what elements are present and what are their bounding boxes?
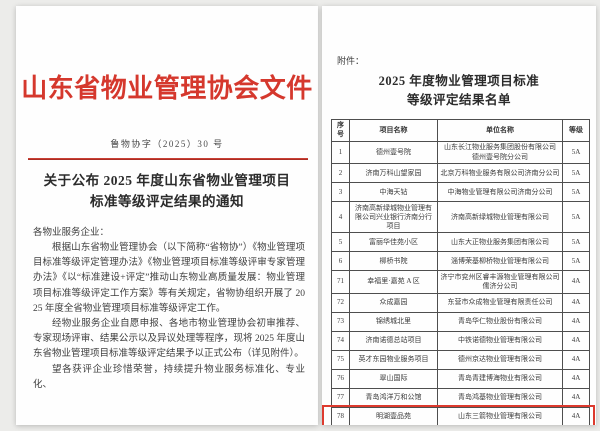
table-row: 3 中海天钻 中海物业管理有限公司济南分公司 5A (332, 183, 589, 203)
cell-project: 翠山国际 (350, 369, 438, 388)
table-title-line1: 2025 年度物业管理项目标准 (378, 74, 540, 88)
cell-project: 英才东园物业服务项目 (350, 350, 438, 369)
header-grade: 等级 (569, 125, 583, 134)
table-row: 76 翠山国际 青岛青建博海物业有限公司 4A (332, 369, 589, 389)
cell-grade: 4A (571, 317, 581, 326)
cell-company: 东营市众成物业管理有限责任公司 (438, 293, 563, 312)
salutation: 各物业服务企业： (33, 227, 110, 238)
cell-company: 山东长江物业服务集团股份有限公司 德州壹号院分公司 (438, 141, 563, 164)
cell-serial: 78 (332, 407, 350, 425)
cell-company: 北京万科物业服务有限公司济南分公司 (438, 164, 563, 183)
cell-project: 济南高新绿城物业管理有限公司兴业银行济南分行项目 (350, 202, 438, 233)
header-company: 单位名称 (438, 119, 563, 141)
cell-project: 众成嘉园 (350, 293, 438, 312)
red-divider (28, 158, 308, 160)
cell-serial: 2 (332, 164, 350, 183)
table-row: 4 济南高新绿城物业管理有限公司兴业银行济南分行项目 济南高新绿城物业管理有限公… (332, 202, 589, 234)
notice-title-line1: 关于公布 2025 年度山东省物业管理项目 (43, 173, 291, 188)
cell-company: 青岛鸿基物业管理有限公司 (438, 388, 563, 407)
notice-body: 各物业服务企业： 根据山东省物业管理协会（以下简称“省物协”）《物业管理项目标准… (33, 226, 305, 393)
table-title: 2025 年度物业管理项目标准 等级评定结果名单 (322, 72, 596, 111)
cell-project: 德州壹号院 (350, 141, 438, 164)
cell-company: 中铁诺德物业管理有限公司 (438, 331, 563, 350)
cell-grade: 4A (571, 298, 581, 307)
cell-project: 幸福里·嘉苑 A 区 (350, 271, 438, 293)
cell-grade: 5A (571, 237, 581, 246)
cell-grade: 4A (571, 336, 581, 345)
cell-project: 中海天钻 (350, 183, 438, 202)
paragraph: 望各获评企业珍惜荣誉，持续提升物业服务标准化、专业化、 (33, 364, 305, 390)
cell-project: 锦绣城北里 (350, 312, 438, 331)
cell-serial: 1 (332, 141, 350, 164)
cell-company: 青岛华仁物业股份有限公司 (438, 312, 563, 331)
table-row: 1 德州壹号院 山东长江物业服务集团股份有限公司 德州壹号院分公司 5A (332, 141, 589, 165)
paragraph: 经物业服务企业自愿申报、各地市物业管理协会初审推荐、专家现场评审、结果公示以及异… (33, 319, 305, 360)
cell-company: 济南高新绿城物业管理有限公司 (438, 202, 563, 233)
table-row: 5 富丽华佳苑小区 山东大正物业服务集团有限公司 5A (332, 233, 589, 253)
cell-company: 青岛青建博海物业有限公司 (438, 369, 563, 388)
cell-serial: 6 (332, 252, 350, 271)
table-row-highlighted: 78 明湖壹品苑 山东三箭物业管理有限公司 4A (322, 404, 595, 425)
header-serial: 序号 (332, 119, 350, 141)
cell-serial: 76 (332, 369, 350, 388)
cell-grade: 5A (571, 212, 581, 221)
cell-company: 德州京达物业管理有限公司 (438, 350, 563, 369)
cell-project: 明湖壹品苑 (350, 407, 438, 425)
attachment-page: 附件： 2025 年度物业管理项目标准 等级评定结果名单 序号 项目名称 单位名… (322, 6, 596, 425)
cell-grade: 4A (571, 355, 581, 364)
table-row: 73 锦绣城北里 青岛华仁物业股份有限公司 4A (332, 312, 589, 332)
cell-serial: 3 (332, 183, 350, 202)
cell-grade: 4A (571, 277, 581, 286)
cell-project: 济南诺德总站项目 (350, 331, 438, 350)
cell-grade: 5A (571, 168, 581, 177)
cell-serial: 71 (332, 271, 350, 293)
cell-grade: 5A (571, 256, 581, 265)
document-number: 鲁物协字（2025）30 号 (110, 139, 224, 149)
cell-grade: 4A (571, 393, 581, 402)
cell-grade: 4A (571, 412, 581, 421)
cell-serial: 73 (332, 312, 350, 331)
header-project: 项目名称 (350, 119, 438, 141)
cell-grade: 5A (571, 187, 581, 196)
table-row: 6 柳桥书院 淄博荣基柳桥物业管理有限公司 5A (332, 252, 589, 272)
cell-company: 济宁市兖州区睿丰源物业管理有限公司 儒济分公司 (438, 271, 563, 293)
notice-page: 山东省物业管理协会文件 鲁物协字（2025）30 号 关于公布 2025 年度山… (16, 6, 318, 425)
table-row: 74 济南诺德总站项目 中铁诺德物业管理有限公司 4A (332, 331, 589, 351)
cell-serial: 77 (332, 388, 350, 407)
table-row: 71 幸福里·嘉苑 A 区 济宁市兖州区睿丰源物业管理有限公司 儒济分公司 4A (332, 271, 589, 294)
association-letterhead: 山东省物业管理协会文件 (21, 74, 313, 103)
cell-project: 青岛鸿洋万和公馆 (350, 388, 438, 407)
cell-project: 柳桥书院 (350, 252, 438, 271)
paragraph: 根据山东省物业管理协会（以下简称“省物协”）《物业管理项目标准等级评定管理办法》… (33, 243, 305, 314)
notice-title-line2: 标准等级评定结果的通知 (90, 193, 244, 209)
attachment-label: 附件： (337, 56, 365, 66)
cell-project: 济南万科山望家园 (350, 164, 438, 183)
cell-company: 山东大正物业服务集团有限公司 (438, 233, 563, 252)
cell-company: 淄博荣基柳桥物业管理有限公司 (438, 252, 563, 271)
cell-company: 中海物业管理有限公司济南分公司 (438, 183, 563, 202)
notice-title: 关于公布 2025 年度山东省物业管理项目 标准等级评定结果的通知 (16, 171, 318, 213)
cell-grade: 5A (571, 147, 581, 156)
cell-project: 富丽华佳苑小区 (350, 233, 438, 252)
cell-serial: 4 (332, 202, 350, 233)
cell-serial: 74 (332, 331, 350, 350)
cell-grade: 4A (571, 374, 581, 383)
table-row: 75 英才东园物业服务项目 德州京达物业管理有限公司 4A (332, 350, 589, 370)
cell-serial: 75 (332, 350, 350, 369)
cell-serial: 72 (332, 293, 350, 312)
table-header-row: 序号 项目名称 单位名称 等级 (332, 119, 589, 142)
table-row: 2 济南万科山望家园 北京万科物业服务有限公司济南分公司 5A (332, 164, 589, 184)
table-row: 72 众成嘉园 东营市众成物业管理有限责任公司 4A (332, 293, 589, 313)
results-table: 序号 项目名称 单位名称 等级 1 德州壹号院 山东长江物业服务集团股份有限公司… (322, 118, 595, 425)
table-row: 77 青岛鸿洋万和公馆 青岛鸿基物业管理有限公司 4A (332, 388, 589, 408)
table-title-line2: 等级评定结果名单 (406, 93, 511, 108)
cell-company: 山东三箭物业管理有限公司 (438, 407, 563, 425)
cell-serial: 5 (332, 233, 350, 252)
